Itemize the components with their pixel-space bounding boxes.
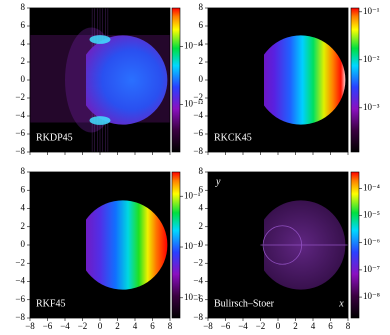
plot-area [30,8,170,152]
y-tick-label: −2 [15,92,25,102]
heatmap-disk [264,35,346,125]
panel-label: RKCK45 [214,132,252,143]
panel-label: Bulirsch–Stoer [214,298,275,309]
colorbar-tick-label: 10⁻⁵ [363,210,380,220]
colorbar-tick-label: 10⁻³ [363,102,380,112]
y-tick-label: 4 [21,203,26,213]
colorbar-tick-label: 10⁻¹² [184,98,203,108]
panel: Bulirsch–Stoer x y −8 −6 −4 −2 0 2 4 6 8 −8 −6 −4 −2 0 2 4… [193,166,379,331]
colorbar-tick-label: 10⁻³ [184,292,201,302]
y-tick-label: 0 [21,239,26,249]
y-tick-label: 2 [21,221,26,231]
y-tick-label: −8 [15,312,25,322]
y-tick-label: −8 [193,312,203,322]
colorbar-tick-label: 10⁻¹¹ [184,40,203,50]
y-tick-label: −6 [193,294,203,304]
y-tick-label: 4 [199,203,204,213]
colorbar-tick-label: 10⁻² [363,54,380,64]
y-tick-label: 0 [21,74,26,84]
y-tick-label: 6 [199,20,204,30]
y-tick-label: −4 [193,110,203,120]
panel-label: RKDP45 [36,132,73,143]
y-tick-label: 2 [199,56,204,66]
y-tick-label: −4 [193,276,203,286]
x-tick-label: −2 [78,321,88,331]
x-tick-label: 0 [276,321,281,331]
panel: RKDP45 −8 −6 −4 −2 0 2 4 6 8 10⁻¹¹ 10⁻¹² [15,2,203,156]
y-tick-label: −6 [15,128,25,138]
x-tick-label: 4 [133,321,138,331]
y-tick-label: 0 [199,239,204,249]
y-tick-label: −4 [15,110,25,120]
x-tick-label: −6 [221,321,231,331]
y-tick-label: 4 [21,38,26,48]
y-tick-label: −2 [193,257,203,267]
plot-area [208,172,348,318]
x-tick-label: 0 [98,321,103,331]
y-tick-label: −6 [15,294,25,304]
plot-area [208,8,348,152]
y-tick-label: −2 [15,257,25,267]
y-tick-label: 6 [21,184,26,194]
x-tick-label: −2 [256,321,266,331]
x-tick-label: 4 [311,321,316,331]
y-tick-label: 2 [199,221,204,231]
x-tick-label: 6 [150,321,155,331]
y-tick-label: 8 [199,166,204,176]
x-tick-label: −8 [203,321,213,331]
colorbar-tick-label: 10⁻⁶ [363,237,380,247]
x-tick-label: 8 [346,321,351,331]
colorbar-tick-label: 10⁻² [184,241,201,251]
colorbar-tick-label: 10⁻⁴ [363,182,380,192]
y-tick-label: 4 [199,38,204,48]
y-axis-label: y [215,176,221,187]
panel: RKF45 −8 −6 −4 −2 0 2 4 6 8 −8 −6 −4 −2 0 2 4 6 8 10⁻¹ 10⁻² 1… [15,166,200,331]
heatmap-disk [86,35,168,125]
colorbar-tick-label: 10⁻¹ [363,6,380,16]
x-tick-label: 6 [328,321,333,331]
x-tick-label: −8 [25,321,35,331]
y-tick-label: −2 [193,92,203,102]
y-tick-label: 0 [199,74,204,84]
y-tick-label: 8 [199,2,204,12]
colorbar [171,171,181,319]
y-tick-label: 6 [199,184,204,194]
x-tick-label: 2 [115,321,120,331]
panel: RKCK45 −8 −6 −4 −2 0 2 4 6 8 10⁻¹ 10⁻² 10⁻³ [193,2,379,156]
colorbar [171,7,181,153]
y-tick-label: 6 [21,20,26,30]
plot-area [30,172,170,318]
heatmap-spot [89,116,111,125]
panel-label: RKF45 [36,298,65,309]
colorbar-tick-label: 10⁻¹ [184,190,201,200]
x-tick-label: 8 [168,321,173,331]
y-tick-label: −6 [193,128,203,138]
colorbar [350,171,360,319]
x-tick-label: 2 [293,321,298,331]
colorbar-tick-label: 10⁻⁷ [363,264,380,274]
y-tick-label: −8 [15,146,25,156]
heatmap-spot [89,35,111,44]
x-tick-label: −6 [43,321,53,331]
colorbar-tick-label: 10⁻⁸ [363,291,380,301]
colorbar [350,7,360,153]
x-tick-label: −4 [238,321,248,331]
y-tick-label: 2 [21,56,26,66]
y-tick-label: 8 [21,166,26,176]
heatmap-disk [86,200,168,290]
x-tick-label: −4 [60,321,70,331]
x-axis-label: x [338,298,344,309]
y-tick-label: −4 [15,276,25,286]
y-tick-label: −8 [193,146,203,156]
y-tick-label: 8 [21,2,26,12]
